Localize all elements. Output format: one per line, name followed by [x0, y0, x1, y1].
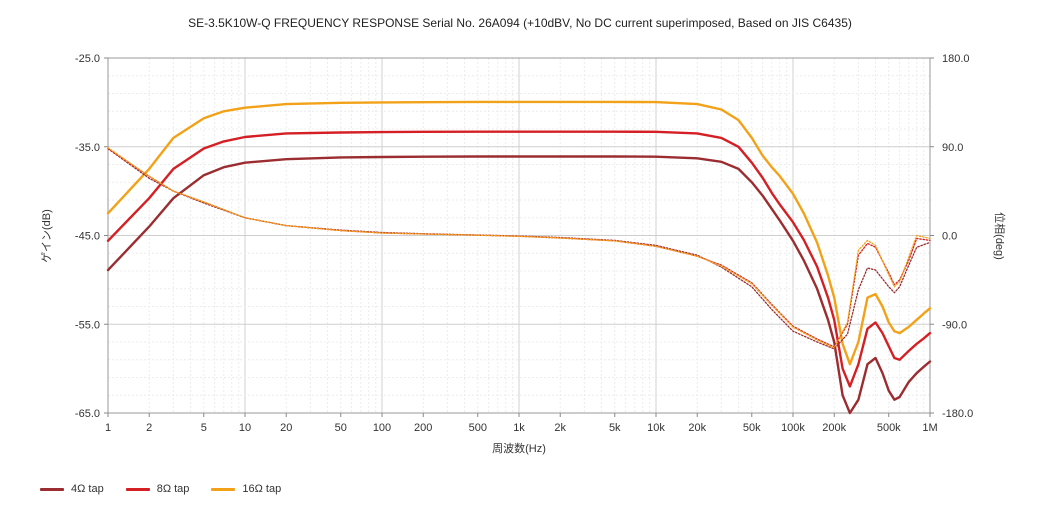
x-tick-label: 200k: [822, 422, 846, 434]
phase-line-8tap: [107, 148, 931, 348]
gain-line-16tap: [106, 100, 932, 366]
x-tick-label: 10: [239, 422, 251, 434]
x-tick-label: 50: [335, 422, 347, 434]
x-tick-label: 2k: [554, 422, 566, 434]
x-tick-label: 500k: [877, 422, 901, 434]
gain-line-8tap: [106, 130, 932, 388]
y-tick-label: -55.0: [75, 319, 100, 331]
x-tick-label: 50k: [743, 422, 761, 434]
phase-line-16tap: [107, 147, 931, 349]
x-tick-label: 5k: [609, 422, 621, 434]
x-tick-label: 100: [373, 422, 391, 434]
x-tick-label: 5: [201, 422, 207, 434]
x-tick-label: 100k: [781, 422, 805, 434]
legend: 4Ω tap 8Ω tap 16Ω tap: [40, 483, 281, 495]
x-tick-label: 20: [280, 422, 292, 434]
x-tick-label: 1M: [922, 422, 937, 434]
legend-swatch-16ohm: [211, 487, 236, 491]
y-tick-label: -45.0: [75, 231, 100, 243]
x-tick-label: 500: [469, 422, 487, 434]
y2-tick-label: -90.0: [942, 319, 967, 331]
legend-item-8ohm[interactable]: 8Ω tap: [125, 483, 190, 495]
y-axis-title: ゲイン(dB): [40, 209, 53, 263]
y2-tick-label: -180.0: [942, 408, 973, 420]
legend-swatch-8ohm: [125, 487, 150, 491]
legend-label-8ohm: 8Ω tap: [156, 483, 190, 495]
x-tick-label: 10k: [647, 422, 665, 434]
legend-label-16ohm: 16Ω tap: [242, 483, 282, 495]
chart-title: SE-3.5K10W-Q FREQUENCY RESPONSE Serial N…: [188, 16, 852, 30]
y-tick-label: -65.0: [75, 408, 100, 420]
gain-line-4tap: [106, 155, 932, 415]
y2-axis-title: 位相(deg): [993, 212, 1007, 260]
y2-tick-label: 180.0: [942, 53, 970, 65]
legend-item-16ohm[interactable]: 16Ω tap: [211, 483, 281, 495]
legend-item-4ohm[interactable]: 4Ω tap: [40, 483, 104, 495]
series: [106, 100, 932, 415]
x-tick-label: 1k: [513, 422, 525, 434]
y-tick-label: -35.0: [75, 142, 100, 154]
legend-swatch-4ohm: [40, 487, 64, 491]
x-tick-label: 1: [105, 422, 111, 434]
x-tick-label: 2: [146, 422, 152, 434]
y2-tick-label: 0.0: [942, 231, 957, 243]
x-axis-title: 周波数(Hz): [492, 442, 546, 455]
y2-tick-label: 90.0: [942, 142, 963, 154]
axis-ticks: 1 2 5 10 20 50 100 200 500 1k 2k 5k 10k 20k 50k 100k 200…: [75, 53, 973, 434]
legend-label-4ohm: 4Ω tap: [71, 483, 104, 495]
x-tick-label: 20k: [688, 422, 706, 434]
y-tick-label: -25.0: [75, 53, 100, 65]
x-tick-label: 200: [414, 422, 432, 434]
